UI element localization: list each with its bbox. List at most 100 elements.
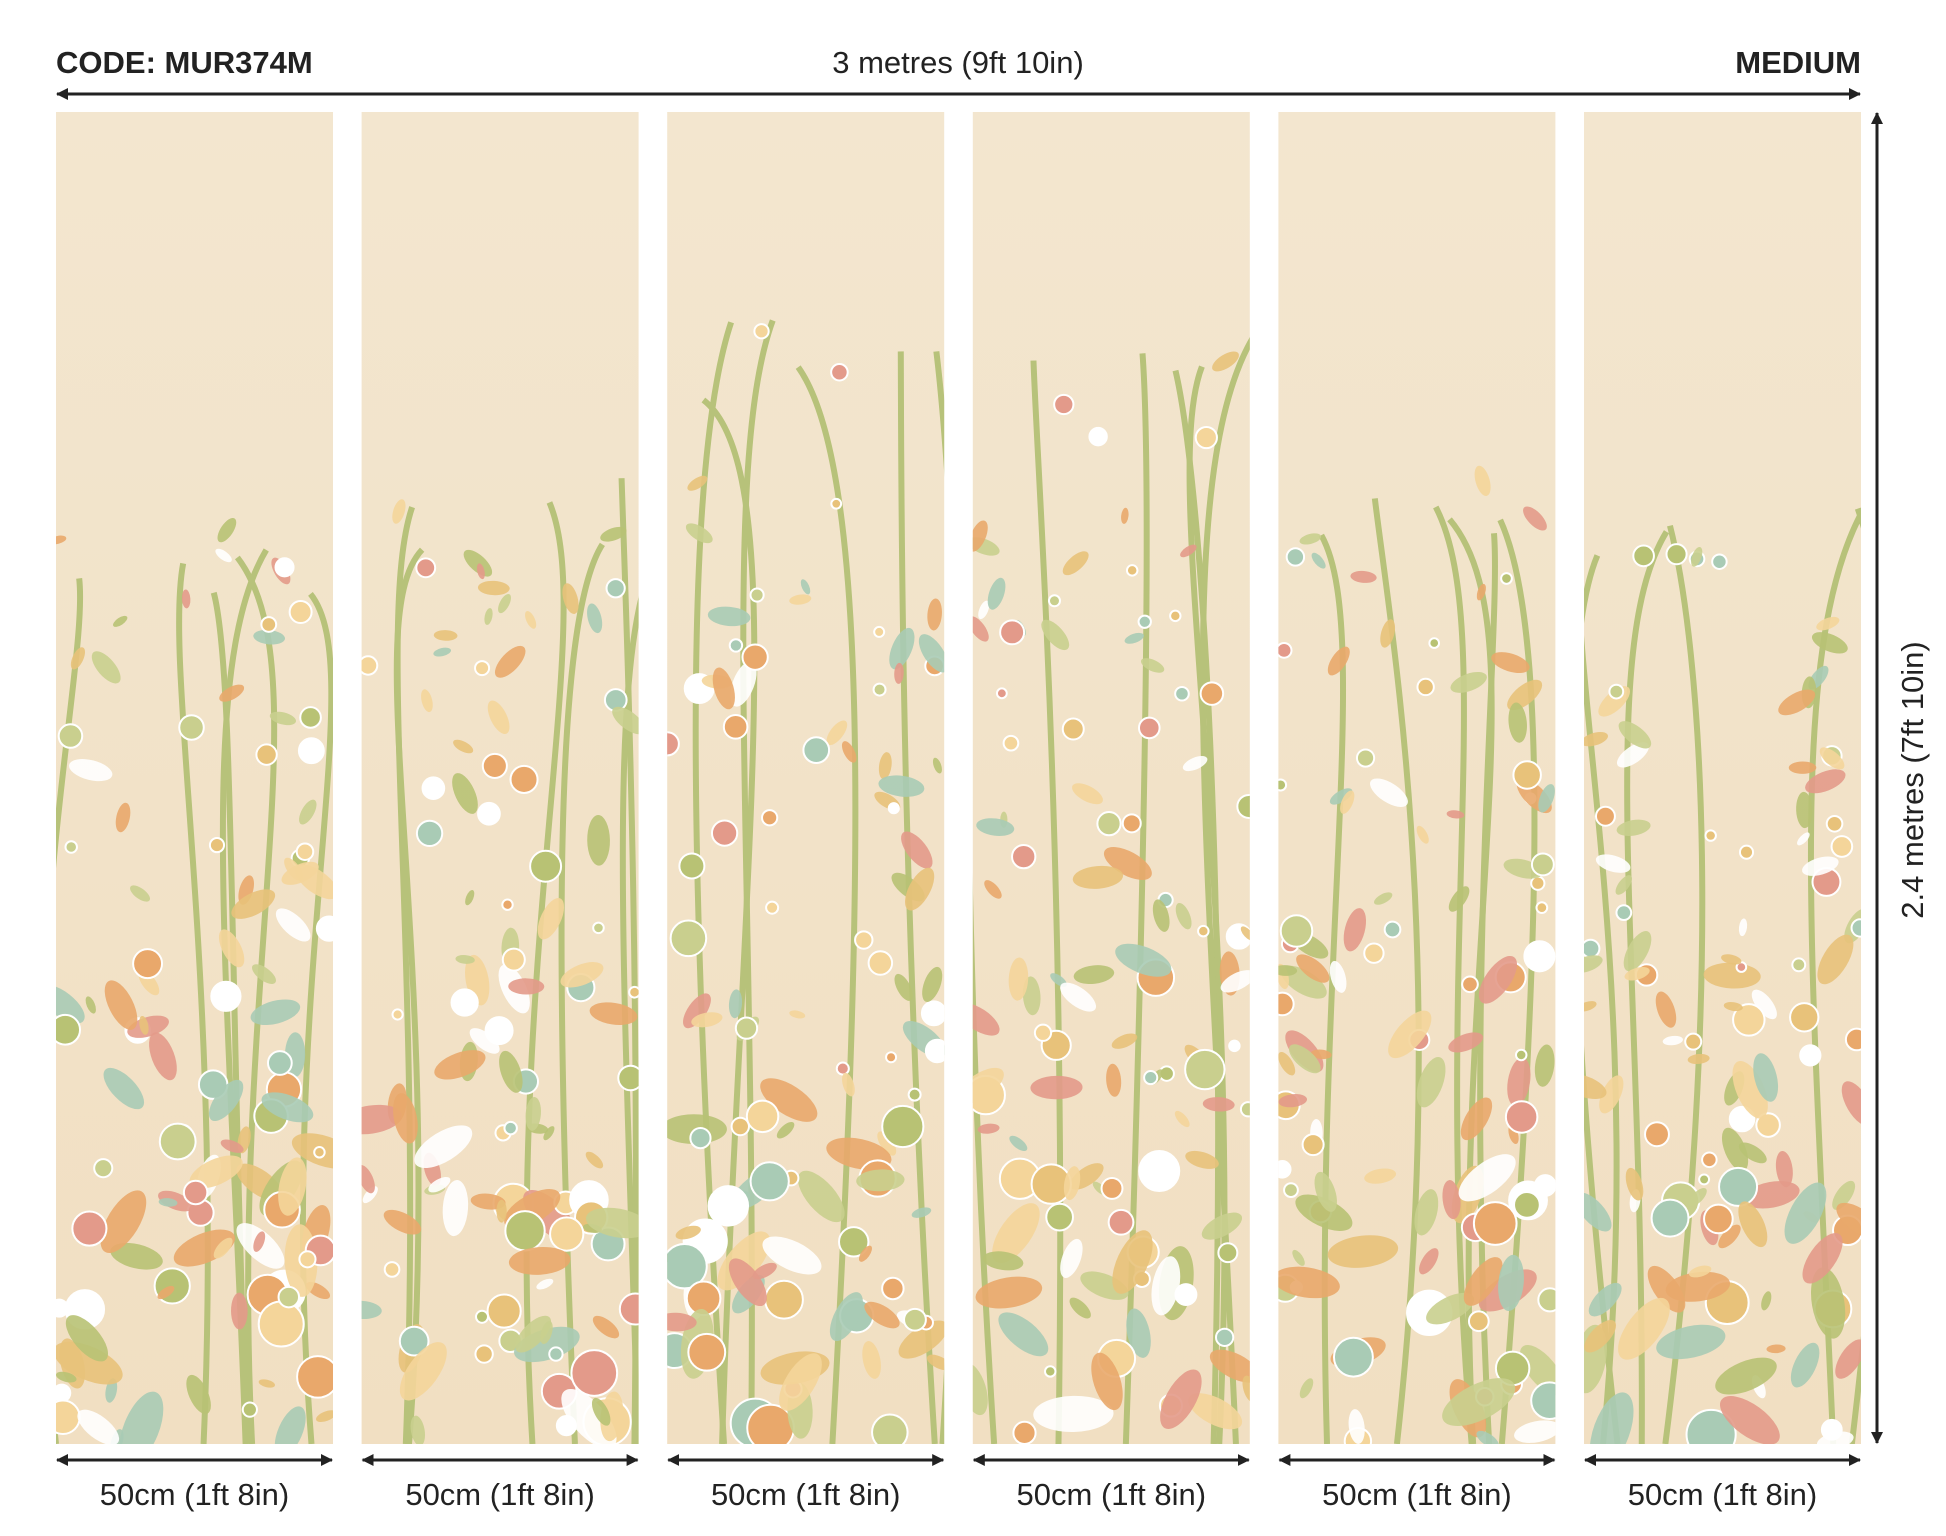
leaf: [685, 523, 713, 544]
leaf: [1751, 989, 1777, 1020]
leaf: [1292, 1249, 1305, 1266]
leaf: [361, 1165, 375, 1194]
blossom: [313, 1146, 326, 1159]
blossom: [745, 1099, 780, 1134]
leaf: [779, 1353, 822, 1411]
blossom: [995, 687, 1008, 700]
panel-width: 50cm (1ft 8in): [1322, 1477, 1512, 1512]
blossom: [450, 988, 479, 1017]
blossom: [667, 731, 680, 757]
leaf: [1299, 1378, 1314, 1399]
leaf: [707, 606, 751, 627]
leaf: [1688, 1188, 1707, 1207]
leaf: [1788, 761, 1817, 774]
leaf: [103, 1067, 145, 1110]
blossom: [753, 323, 770, 340]
leaf: [760, 1078, 818, 1122]
blossom: [57, 723, 84, 749]
leaf: [1584, 1001, 1597, 1012]
leaf: [612, 706, 639, 735]
leaf: [56, 535, 67, 545]
leaf: [1151, 1256, 1181, 1316]
leaf: [1124, 632, 1144, 644]
leaf: [258, 1379, 275, 1388]
blossom: [1467, 1310, 1490, 1333]
leaf: [1616, 742, 1649, 768]
leaf: [1121, 507, 1129, 524]
leaf: [975, 1276, 1043, 1309]
leaf: [1278, 1266, 1340, 1299]
leaf: [877, 1131, 897, 1156]
leaf: [1288, 1044, 1321, 1074]
blossom: [1728, 1105, 1756, 1133]
blossom: [182, 1179, 209, 1206]
blossom: [1363, 942, 1385, 964]
leaf: [1507, 1057, 1531, 1107]
leaf: [728, 1258, 767, 1307]
leaf: [525, 611, 537, 629]
blossom: [749, 587, 765, 603]
blossom: [1535, 901, 1549, 915]
blossom: [924, 1038, 945, 1064]
leaf: [1738, 1142, 1767, 1164]
leaf: [1242, 1375, 1250, 1403]
stem: [56, 578, 84, 1444]
leaf: [261, 1092, 314, 1123]
leaf: [1364, 1168, 1397, 1184]
leaf: [1721, 954, 1742, 965]
stem: [1318, 533, 1347, 1444]
blossom: [1137, 614, 1152, 629]
blossom: [1214, 1327, 1235, 1347]
leaf: [898, 1320, 945, 1359]
blossom: [873, 625, 886, 638]
blossom: [1644, 1121, 1670, 1148]
leaf: [675, 1225, 701, 1240]
blossom: [1278, 778, 1288, 792]
blossom: [854, 930, 874, 950]
blossom: [722, 714, 749, 740]
blossom: [1755, 1112, 1781, 1138]
blossom: [1704, 829, 1717, 842]
leaf: [275, 908, 311, 942]
blossom: [669, 919, 708, 958]
leaf: [393, 1093, 418, 1144]
blossom: [570, 1349, 619, 1397]
blossom: [178, 714, 205, 741]
leaf: [269, 711, 297, 726]
blossom: [1632, 544, 1655, 568]
blossom: [64, 840, 78, 854]
leaf: [158, 1198, 178, 1207]
leaf: [253, 1231, 266, 1252]
leaf: [1624, 966, 1650, 981]
leaf: [683, 993, 711, 1029]
leaf: [515, 1315, 552, 1353]
leaf: [562, 583, 579, 614]
leaf: [1802, 856, 1839, 876]
stem: [933, 351, 945, 1444]
leaf: [587, 815, 610, 866]
blossom: [1044, 1365, 1057, 1378]
blossom: [1355, 748, 1376, 768]
leaf: [1327, 646, 1350, 676]
stem: [1172, 369, 1222, 1444]
leaf: [189, 1155, 243, 1189]
blossom: [298, 1250, 317, 1269]
blossom: [728, 638, 744, 653]
leaf: [231, 889, 276, 919]
blossom: [158, 1122, 197, 1161]
panel: 50cm (1ft 8in): [1584, 112, 1861, 1512]
leaf: [508, 1246, 571, 1275]
blossom: [678, 852, 706, 880]
leaf: [1188, 1393, 1243, 1430]
total-height: 2.4 metres (7ft 10in): [1895, 641, 1930, 918]
blossom: [920, 1000, 945, 1027]
leaf: [1416, 825, 1429, 844]
blossom: [1523, 940, 1556, 973]
leaf: [1126, 1308, 1151, 1358]
blossom: [1012, 1420, 1037, 1444]
leaf: [1448, 886, 1470, 912]
blossom: [1537, 1287, 1556, 1313]
blossom: [1500, 572, 1513, 585]
leaf: [927, 598, 942, 631]
